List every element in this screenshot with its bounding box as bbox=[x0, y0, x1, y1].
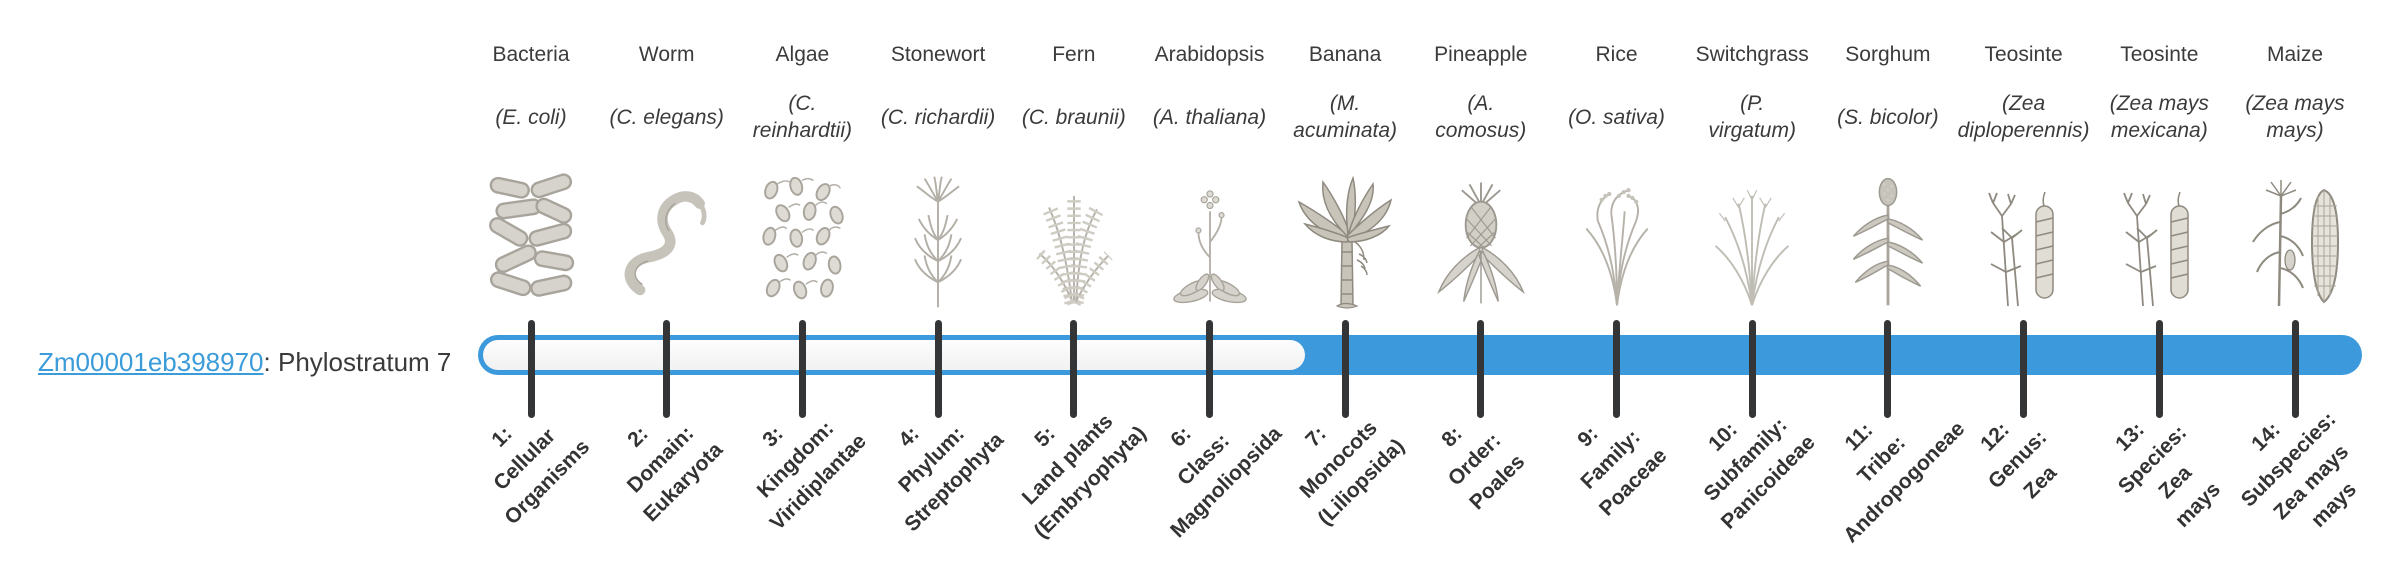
arabidopsis-icon bbox=[1155, 170, 1265, 312]
phylostratum-tick bbox=[527, 320, 535, 418]
phylostratum-tick bbox=[2020, 320, 2028, 418]
teosinte-icon bbox=[1969, 170, 2079, 312]
organism-label: Arabidopsis (A. thaliana) bbox=[1135, 40, 1285, 150]
organism-scientific-name: (P. virgatum) bbox=[1708, 92, 1796, 142]
organism-name: Teosinte bbox=[1984, 43, 2063, 66]
phylostratum-tick bbox=[934, 320, 942, 418]
organism-name: Pineapple bbox=[1434, 43, 1528, 66]
organism-label: Fern (C. braunii) bbox=[999, 40, 1149, 150]
organism-label: Rice (O. sativa) bbox=[1542, 40, 1692, 150]
organism-scientific-name: (E. coli) bbox=[495, 105, 567, 129]
organism-name: Sorghum bbox=[1845, 43, 1931, 66]
organism-label: Pineapple (A. comosus) bbox=[1406, 40, 1556, 150]
organism-scientific-name: (C. braunii) bbox=[1021, 105, 1126, 129]
organism-scientific-name: (A. thaliana) bbox=[1152, 105, 1267, 129]
organism-name: Maize bbox=[2266, 43, 2324, 66]
gene-id-link[interactable]: Zm00001eb398970 bbox=[38, 347, 264, 377]
rice-icon bbox=[1562, 170, 1672, 312]
organism-scientific-name: (Zea mays mays) bbox=[2245, 92, 2345, 142]
algae-icon bbox=[747, 170, 857, 312]
bacteria-icon bbox=[476, 170, 586, 312]
phylostratum-tick bbox=[2155, 320, 2163, 418]
phylostratum-tick bbox=[1341, 320, 1349, 418]
organism-name: Switchgrass bbox=[1695, 43, 1809, 66]
phylostratum-tick bbox=[1206, 320, 1213, 418]
organism-scientific-name: (C. elegans) bbox=[609, 105, 724, 129]
banana-icon bbox=[1290, 170, 1400, 312]
organism-label: Switchgrass (P. virgatum) bbox=[1677, 40, 1827, 150]
maize-icon bbox=[2240, 170, 2350, 312]
organism-scientific-name: (Zea mays mexicana) bbox=[2109, 92, 2209, 142]
phylostratum-tick bbox=[663, 320, 671, 418]
organism-scientific-name: (S. bicolor) bbox=[1837, 105, 1939, 129]
phylostratum-label: 14: Subspecies: Zea mays mays bbox=[2236, 407, 2361, 532]
organism-scientific-name: (Zea diploperennis) bbox=[1957, 92, 2090, 142]
fern-icon bbox=[1019, 170, 1129, 312]
gene-phylostratum-text: : Phylostratum 7 bbox=[263, 347, 452, 377]
phylostratum-tick bbox=[2291, 320, 2299, 418]
organism-label: Bacteria (E. coli) bbox=[456, 40, 606, 150]
organism-scientific-name: (A. comosus) bbox=[1435, 92, 1527, 142]
organism-name: Algae bbox=[775, 43, 830, 66]
organism-name: Fern bbox=[1052, 43, 1096, 66]
organism-scientific-name: (C. reinhardtii) bbox=[752, 92, 852, 142]
phylostratum-label: 4: Phylum: Streptophyta bbox=[894, 422, 1009, 537]
phylostratum-label: 1: Cellular Organisms bbox=[487, 422, 595, 530]
phylostratum-bar bbox=[478, 335, 2362, 375]
organism-scientific-name: (O. sativa) bbox=[1568, 105, 1665, 129]
organism-name: Worm bbox=[638, 43, 695, 66]
organism-name: Arabidopsis bbox=[1154, 43, 1265, 66]
phylostratum-label: 7: Monocots (Liliopsida) bbox=[1295, 416, 1410, 530]
organism-scientific-name: (C. richardii) bbox=[880, 105, 996, 129]
organism-label: Teosinte (Zea mays mexicana) bbox=[2084, 40, 2234, 150]
phylostratum-label: 5: Land plants (Embryophyta) bbox=[1017, 409, 1151, 543]
phylostratum-bar-unfilled-track bbox=[483, 340, 1305, 370]
phylostratum-tick bbox=[1070, 320, 1078, 418]
organism-label: Teosinte (Zea diploperennis) bbox=[1949, 40, 2099, 150]
phylostratum-tick bbox=[1477, 320, 1485, 418]
organism-label: Algae (C. reinhardtii) bbox=[727, 40, 877, 150]
organism-name: Rice bbox=[1595, 43, 1638, 66]
phylostratum-label: 11: Tribe: Andropogoneae bbox=[1839, 417, 1970, 548]
organism-name: Teosinte bbox=[2120, 43, 2199, 66]
teosinte-icon bbox=[2104, 170, 2214, 312]
organism-name: Bacteria bbox=[492, 43, 570, 66]
organism-label: Sorghum (S. bicolor) bbox=[1813, 40, 1963, 150]
organism-scientific-name: (M. acuminata) bbox=[1293, 92, 1398, 142]
pineapple-icon bbox=[1426, 170, 1536, 312]
organism-name: Stonewort bbox=[890, 43, 986, 66]
phylostratum-tick bbox=[1884, 320, 1892, 418]
phylostratum-label: 8: Order: Poales bbox=[1437, 422, 1530, 515]
phylostratum-label: 10: Subfamily: Panicoideae bbox=[1699, 413, 1820, 534]
gene-label: Zm00001eb398970: Phylostratum 7 bbox=[38, 346, 451, 378]
worm-icon bbox=[612, 170, 722, 312]
phylostratum-tick bbox=[1748, 320, 1756, 418]
phylostratum-tick bbox=[798, 320, 806, 418]
sorghum-icon bbox=[1833, 170, 1943, 312]
organism-name: Banana bbox=[1308, 43, 1382, 66]
stonewort-icon bbox=[883, 170, 993, 312]
phylostratum-tick bbox=[1613, 320, 1620, 418]
organism-label: Banana (M. acuminata) bbox=[1270, 40, 1420, 150]
organism-label: Worm (C. elegans) bbox=[592, 40, 742, 150]
organism-label: Maize (Zea mays mays) bbox=[2220, 40, 2370, 150]
switchgrass-icon bbox=[1697, 170, 1807, 312]
organism-label: Stonewort (C. richardii) bbox=[863, 40, 1013, 150]
